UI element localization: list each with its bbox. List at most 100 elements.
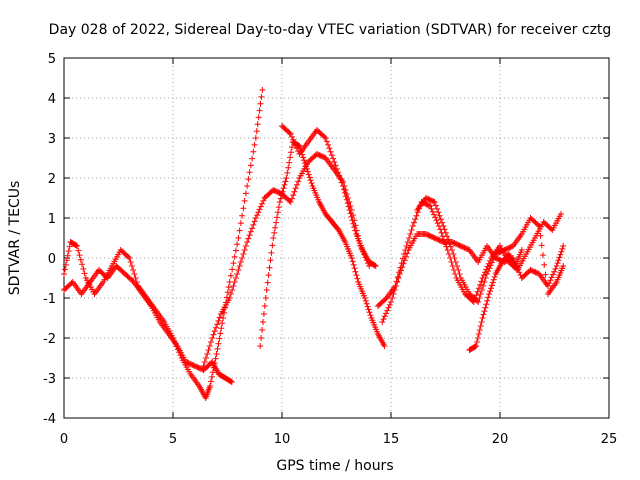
data-point-marker — [66, 243, 73, 250]
data-point-marker — [290, 136, 297, 143]
data-point-marker — [200, 363, 207, 369]
data-point-marker — [432, 202, 439, 209]
data-point-marker — [348, 213, 355, 220]
data-point-marker — [340, 186, 347, 193]
data-point-marker — [558, 248, 565, 255]
data-point-marker — [515, 266, 522, 273]
data-point-marker — [74, 243, 81, 249]
data-point-marker — [210, 331, 217, 338]
data-point-marker — [295, 178, 302, 185]
data-point-marker — [434, 205, 441, 212]
data-point-marker — [481, 308, 488, 315]
data-point-marker — [241, 197, 248, 204]
data-point-marker — [291, 188, 298, 195]
data-point-marker — [127, 259, 134, 265]
data-point-marker — [436, 212, 443, 219]
data-point-marker — [128, 263, 135, 269]
data-point-marker — [255, 114, 262, 121]
data-point-marker — [251, 141, 258, 148]
data-point-marker — [307, 177, 314, 184]
data-point-marker — [441, 226, 448, 233]
data-point-marker — [218, 325, 225, 332]
data-point-marker — [396, 271, 403, 277]
data-point-marker — [288, 144, 295, 151]
data-point-marker — [484, 297, 491, 304]
data-point-marker — [554, 260, 561, 267]
data-point-marker — [425, 202, 432, 209]
y-tick-label: -4 — [43, 412, 56, 427]
data-point-marker — [539, 252, 546, 259]
data-point-marker — [236, 263, 243, 269]
data-point-marker — [214, 345, 221, 352]
data-point-marker — [259, 200, 266, 207]
data-point-marker — [389, 295, 396, 301]
data-point-marker — [475, 285, 482, 292]
data-point-marker — [404, 250, 411, 257]
data-point-marker — [549, 271, 556, 278]
data-point-marker — [245, 176, 252, 183]
data-point-marker — [372, 263, 379, 269]
data-point-marker — [331, 159, 338, 165]
data-point-marker — [76, 252, 83, 259]
data-point-marker — [350, 220, 357, 227]
data-point-marker — [246, 232, 253, 239]
data-point-marker — [456, 271, 463, 277]
data-point-marker — [437, 216, 444, 223]
data-point-marker — [447, 243, 454, 250]
data-point-marker — [487, 262, 494, 269]
data-point-marker — [249, 155, 256, 162]
data-point-marker — [488, 282, 495, 289]
data-point-marker — [217, 330, 224, 337]
data-point-marker — [337, 176, 344, 183]
series-track-7 — [379, 231, 567, 325]
data-point-marker — [260, 197, 267, 204]
data-point-marker — [354, 275, 361, 282]
data-point-marker — [304, 168, 311, 175]
data-point-marker — [79, 261, 86, 268]
data-point-marker — [260, 311, 267, 317]
data-point-marker — [208, 373, 215, 380]
data-point-marker — [300, 154, 307, 161]
data-point-marker — [80, 265, 87, 272]
data-point-marker — [301, 157, 308, 164]
grid — [64, 58, 609, 418]
data-point-marker — [244, 183, 251, 189]
data-point-marker — [442, 229, 449, 236]
data-point-marker — [427, 203, 434, 209]
data-point-marker — [212, 324, 219, 331]
data-point-marker — [559, 245, 566, 252]
data-point-marker — [534, 221, 541, 228]
data-point-marker — [475, 331, 482, 337]
data-point-marker — [213, 351, 220, 357]
y-tick-label: 0 — [48, 252, 56, 267]
data-point-marker — [542, 271, 549, 278]
data-point-marker — [237, 220, 244, 227]
data-point-marker — [537, 232, 544, 239]
data-point-marker — [271, 229, 278, 236]
data-point-marker — [392, 283, 399, 289]
data-point-marker — [346, 207, 353, 213]
data-point-marker — [488, 259, 495, 266]
data-point-marker — [252, 135, 259, 141]
data-point-marker — [401, 257, 408, 264]
series-track-8 — [414, 195, 567, 305]
data-point-marker — [262, 295, 269, 301]
data-point-marker — [557, 251, 564, 258]
data-point-marker — [478, 319, 485, 325]
data-point-marker — [288, 133, 295, 140]
data-point-marker — [483, 301, 490, 308]
data-point-marker — [429, 208, 436, 215]
data-point-marker — [404, 239, 411, 245]
data-point-marker — [555, 257, 562, 264]
data-point-marker — [402, 253, 409, 260]
data-point-marker — [252, 215, 259, 221]
x-tick-label: 10 — [274, 432, 291, 447]
data-point-marker — [287, 154, 294, 161]
data-point-marker — [431, 199, 438, 205]
data-point-marker — [226, 295, 233, 301]
data-point-marker — [306, 174, 313, 181]
x-tick-label: 15 — [383, 432, 400, 447]
data-point-marker — [487, 288, 494, 295]
data-point-marker — [75, 247, 82, 254]
